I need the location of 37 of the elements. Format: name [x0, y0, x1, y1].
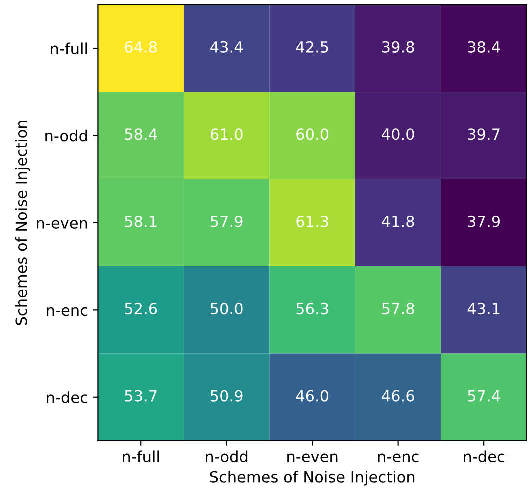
data-label: 60.0	[296, 128, 329, 140]
y-tick-label: n-odd	[46, 130, 88, 142]
data-label: 40.0	[382, 128, 414, 140]
data-label: 50.0	[211, 303, 243, 315]
data-label: 52.6	[125, 303, 158, 315]
data-label: 43.4	[210, 41, 243, 53]
data-label: 42.5	[296, 41, 328, 53]
data-label: 43.1	[468, 303, 500, 315]
x-tick-label: n-enc	[378, 454, 419, 463]
data-label: 57.4	[468, 390, 500, 402]
data-label: 38.4	[468, 41, 500, 53]
x-tick-label: n-even	[288, 454, 338, 463]
data-label: 50.9	[211, 390, 243, 402]
data-label: 41.8	[382, 216, 414, 228]
data-label: 57.8	[382, 303, 414, 315]
data-label: 58.4	[125, 128, 158, 140]
x-tick-label: n-full	[123, 450, 160, 463]
data-label: 46.6	[382, 390, 414, 402]
y-tick-label: n-enc	[47, 307, 88, 316]
data-label: 39.8	[382, 41, 414, 53]
x-tick-label: n-dec	[464, 450, 504, 463]
y-tick-label: n-even	[37, 220, 88, 229]
data-label: 61.3	[296, 216, 328, 228]
y-axis-title: Schemes of Noise Injection	[15, 120, 30, 326]
data-label: 53.7	[125, 390, 157, 402]
data-label: 61.0	[210, 128, 243, 140]
data-label: 57.9	[211, 216, 243, 228]
data-label: 64.8	[125, 41, 158, 53]
x-tick-label: n-odd	[206, 450, 248, 463]
x-axis-title: Schemes of Noise Injection	[210, 471, 415, 486]
y-tick-label: n-full	[51, 42, 88, 55]
data-label: 58.1	[125, 216, 157, 228]
y-tick-label: n-dec	[47, 392, 88, 404]
data-label: 56.3	[296, 303, 328, 315]
data-label: 37.9	[468, 216, 500, 228]
data-label: 39.7	[468, 128, 500, 140]
data-label: 46.0	[296, 390, 329, 402]
